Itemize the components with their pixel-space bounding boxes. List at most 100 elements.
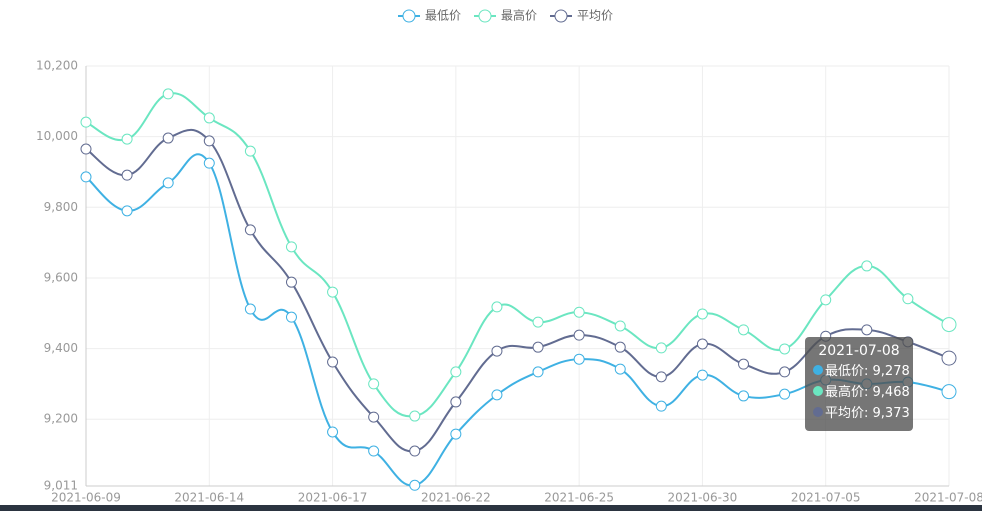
- point: [203, 112, 215, 124]
- point: [450, 366, 462, 378]
- legend-item[interactable]: 最高价: [474, 8, 537, 23]
- point: [738, 324, 750, 336]
- point: [941, 317, 957, 333]
- point: [655, 342, 667, 354]
- legend-marker: [402, 9, 416, 23]
- point: [491, 389, 503, 401]
- point: [450, 428, 462, 440]
- tooltip-dot: [813, 407, 823, 417]
- point: [655, 371, 667, 383]
- point: [941, 384, 957, 400]
- y-tick-label: 9,800: [44, 200, 78, 214]
- point: [941, 350, 957, 366]
- x-tick-label: 2021-07-05: [791, 491, 861, 505]
- point: [532, 366, 544, 378]
- point: [409, 479, 421, 491]
- point: [80, 143, 92, 155]
- legend-label: 最高价: [501, 8, 537, 23]
- x-tick-label: 2021-07-08: [914, 491, 982, 505]
- tooltip-dot: [813, 365, 823, 375]
- point: [368, 411, 380, 423]
- point: [696, 308, 708, 320]
- point: [368, 378, 380, 390]
- point: [696, 338, 708, 350]
- point: [614, 320, 626, 332]
- tooltip-row: 平均价: 9,373: [813, 403, 913, 424]
- point: [491, 301, 503, 313]
- legend-marker: [478, 9, 492, 23]
- taskbar: [0, 505, 982, 511]
- point: [121, 133, 133, 145]
- tooltip-value: 9,278: [872, 364, 910, 379]
- point: [738, 358, 750, 370]
- x-tick-label: 2021-06-09: [51, 491, 121, 505]
- legend-item[interactable]: 平均价: [550, 9, 613, 23]
- point: [162, 177, 174, 189]
- point: [409, 410, 421, 422]
- point: [162, 88, 174, 100]
- point: [779, 388, 791, 400]
- point: [902, 293, 914, 305]
- point: [779, 343, 791, 355]
- point: [244, 145, 256, 157]
- tooltip-row: 最高价: 9,468: [813, 382, 913, 403]
- y-tick-label: 9,200: [44, 412, 78, 426]
- point: [655, 400, 667, 412]
- y-tick-label: 10,000: [36, 129, 78, 143]
- tooltip-value: 9,468: [872, 385, 910, 400]
- tooltip-title: 2021-07-08: [818, 343, 900, 359]
- point: [614, 363, 626, 375]
- point: [285, 311, 297, 323]
- x-tick-label: 2021-06-25: [544, 491, 614, 505]
- y-tick-label: 9,600: [44, 270, 78, 284]
- point: [80, 116, 92, 128]
- tooltip-series: 最高价: [825, 385, 865, 400]
- tooltip-series: 最低价: [825, 364, 865, 379]
- y-tick-label: 10,200: [36, 59, 78, 73]
- point: [121, 205, 133, 217]
- point: [532, 316, 544, 328]
- point: [532, 341, 544, 353]
- point: [80, 171, 92, 183]
- point: [368, 445, 380, 457]
- point: [450, 396, 462, 408]
- x-tick-label: 2021-06-22: [421, 491, 491, 505]
- point: [573, 353, 585, 365]
- x-tick-label: 2021-06-14: [174, 491, 244, 505]
- legend-label: 平均价: [577, 9, 613, 23]
- point: [696, 369, 708, 381]
- point: [327, 286, 339, 298]
- tooltip-row: 最低价: 9,278: [813, 361, 913, 382]
- point: [779, 366, 791, 378]
- point: [244, 303, 256, 315]
- point: [573, 329, 585, 341]
- point: [738, 390, 750, 402]
- point: [244, 224, 256, 236]
- point: [409, 445, 421, 457]
- point: [491, 345, 503, 357]
- point: [203, 135, 215, 147]
- tooltip-dot: [813, 386, 823, 396]
- x-tick-label: 2021-06-17: [298, 491, 368, 505]
- point: [327, 356, 339, 368]
- legend-item[interactable]: 最低价: [398, 9, 461, 23]
- y-tick-label: 9,400: [44, 341, 78, 355]
- point: [573, 306, 585, 318]
- legend-marker: [554, 9, 568, 23]
- point: [285, 241, 297, 253]
- point: [203, 157, 215, 169]
- point: [820, 294, 832, 306]
- point: [121, 169, 133, 181]
- tooltip-value: 9,373: [872, 406, 910, 421]
- y-tick-label: 9,011: [44, 479, 78, 493]
- point: [285, 276, 297, 288]
- x-tick-label: 2021-06-30: [668, 491, 738, 505]
- tooltip-series: 平均价: [825, 406, 865, 421]
- point: [861, 324, 873, 336]
- legend-label: 最低价: [425, 9, 461, 23]
- point: [327, 426, 339, 438]
- series-line: [85, 153, 950, 487]
- tooltip: 2021-07-08 最低价: 9,278 最高价: 9,468 平均价: 9,…: [805, 337, 913, 431]
